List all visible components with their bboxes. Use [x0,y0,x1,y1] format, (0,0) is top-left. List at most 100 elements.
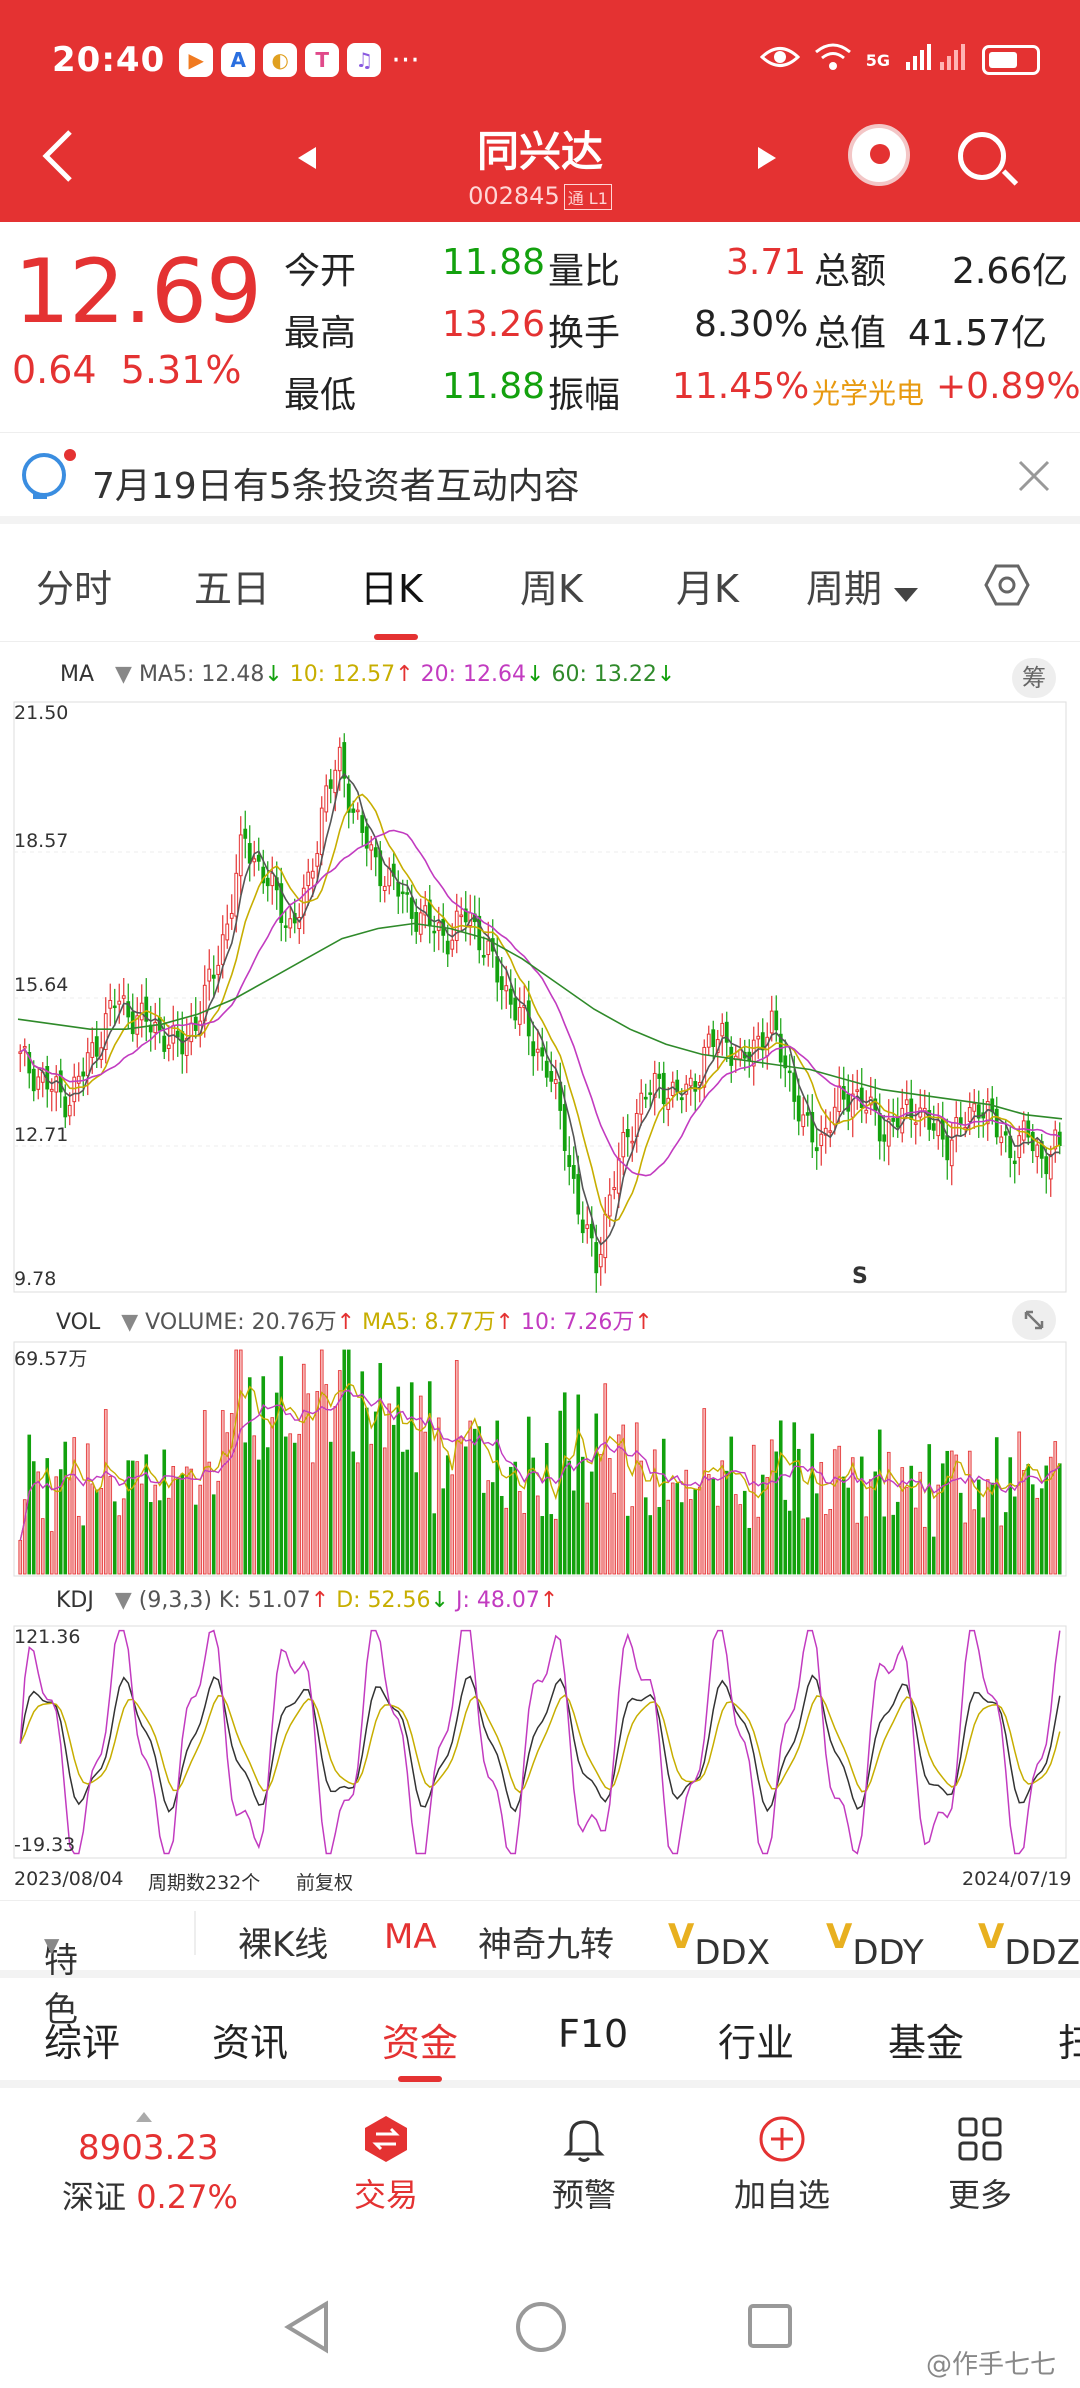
volume-bar [936,1484,941,1575]
add-watchlist-button[interactable]: 加自选 [692,2114,872,2216]
candle-body [67,1104,72,1117]
candle-body [585,1224,590,1229]
app-notification-icon: ♫ [347,43,382,77]
volume-bar [288,1433,293,1575]
mascot-icon[interactable] [848,124,910,186]
next-stock-button[interactable] [756,144,778,179]
kdj-legend[interactable]: KDJ ▼ (9,3,3) K: 51.07↑ D: 52.56↓ J: 48.… [56,1588,558,1613]
search-icon[interactable] [958,132,1006,180]
kline-chart-canvas[interactable] [0,650,1080,1890]
volume-bar [504,1507,509,1575]
candle-body [31,1068,36,1092]
indicator-magic-nine[interactable]: 神奇九转 [478,1925,614,1965]
volume-bar [1057,1463,1062,1575]
candle-body [481,954,486,958]
candle-body [760,1032,765,1051]
indicator-naked-k[interactable]: 裸K线 [238,1925,329,1965]
more-button[interactable]: 更多 [890,2114,1070,2216]
adjust-mode[interactable]: 前复权 [296,1872,354,1894]
tab-fund[interactable]: 基金 [888,2021,965,2065]
volume-bar [706,1474,711,1575]
tab-news[interactable]: 资讯 [212,2021,289,2065]
investor-notice[interactable]: 7月19日有5条投资者互动内容 [0,432,1080,524]
kline-chart[interactable]: MA ▼ MA5: 12.48↓ 10: 12.57↑ 20: 12.64↓ 6… [0,650,1080,1894]
volume-bar [702,1408,707,1575]
vol-legend[interactable]: VOL ▼ VOLUME: 20.76万↑ MA5: 8.77万↑ 10: 7.… [56,1304,653,1336]
nav-home-icon[interactable] [514,2300,568,2358]
tab-overview[interactable]: 综评 [44,2021,121,2065]
settings-hexagon-icon[interactable] [984,562,1030,608]
volume-bar [1021,1470,1026,1575]
trade-button[interactable]: 交易 [296,2114,476,2216]
amplitude-label: 振幅 [548,375,621,416]
nav-recents-icon[interactable] [746,2302,794,2354]
candle-body [342,742,347,779]
tab-more-cut[interactable]: 扫 [1058,2021,1080,2065]
expand-icon[interactable] [1012,1300,1056,1340]
volume-bar [918,1471,923,1575]
turnover-rate-label: 换手 [548,313,621,354]
tab-monthly-k[interactable]: 月K [676,567,739,611]
volume-value: VOLUME: 20.76万 [145,1310,337,1335]
candle-body [364,826,369,849]
kdj-params: (9,3,3) [138,1588,212,1613]
candle-body [1057,1131,1062,1147]
candle-body [553,1079,558,1084]
vol-ma10-value: 10: 7.26万 [520,1310,635,1335]
v-badge-icon: V [826,1917,853,1957]
volume-bar [265,1447,270,1575]
volume-bar [963,1522,968,1575]
candle-body [400,891,405,895]
ma10-line [19,793,1061,1223]
tab-five-day[interactable]: 五日 [194,567,271,611]
indicator-ma[interactable]: MA [384,1917,437,1957]
volume-bar [661,1438,666,1575]
unread-dot [64,449,76,461]
volume-bar [531,1457,536,1575]
candle-body [1035,1144,1040,1158]
indicator-ddz[interactable]: V DDZ [978,1917,1080,1973]
candle-body [706,1033,711,1048]
app-notification-icon: T [305,43,340,77]
indicator-ddx[interactable]: V DDX [668,1917,770,1973]
candle-body [360,815,365,833]
volume-bar [328,1441,333,1575]
volume-bar [882,1516,887,1575]
candle-body [567,1155,572,1167]
tab-weekly-k[interactable]: 周K [520,567,583,611]
volume-bar [796,1448,801,1575]
candle-body [121,995,126,999]
candle-body [531,1041,536,1057]
tab-industry[interactable]: 行业 [718,2021,795,2065]
tab-funds-flow[interactable]: 资金 [382,2021,459,2065]
back-button[interactable] [38,128,78,194]
previous-stock-button[interactable] [296,144,318,179]
tab-daily-k[interactable]: 日K [360,567,423,611]
tab-f10[interactable]: F10 [558,2012,629,2056]
close-icon[interactable] [1016,451,1052,505]
alert-button[interactable]: 预警 [494,2114,674,2216]
open-label: 今开 [284,251,357,292]
candle-body [184,1037,189,1056]
volume-bar [36,1471,41,1575]
index-name-line: 深证 0.27% [62,2172,238,2218]
nav-back-icon[interactable] [282,2300,332,2358]
candle-body [949,1139,954,1167]
volume-bar [481,1492,486,1575]
ma-legend[interactable]: MA ▼ MA5: 12.48↓ 10: 12.57↑ 20: 12.64↓ 6… [60,662,675,687]
volume-bar [787,1510,792,1575]
candle-body [850,1093,855,1118]
chip-distribution-button[interactable]: 筹 [1012,658,1056,698]
sector-link[interactable]: 光学光电 [812,377,925,410]
candle-body [1053,1129,1058,1150]
tab-intraday[interactable]: 分时 [36,567,113,611]
volume-bar [153,1484,158,1575]
indicator-ddy[interactable]: V DDY [826,1917,924,1973]
volume-bar [414,1472,419,1575]
volume-bar [162,1449,167,1575]
candle-body [738,1049,743,1060]
volume-bar [679,1502,684,1575]
tab-period-dropdown[interactable]: 周期 [806,558,919,613]
last-price: 12.69 [14,240,262,343]
volume-bar [171,1466,176,1575]
